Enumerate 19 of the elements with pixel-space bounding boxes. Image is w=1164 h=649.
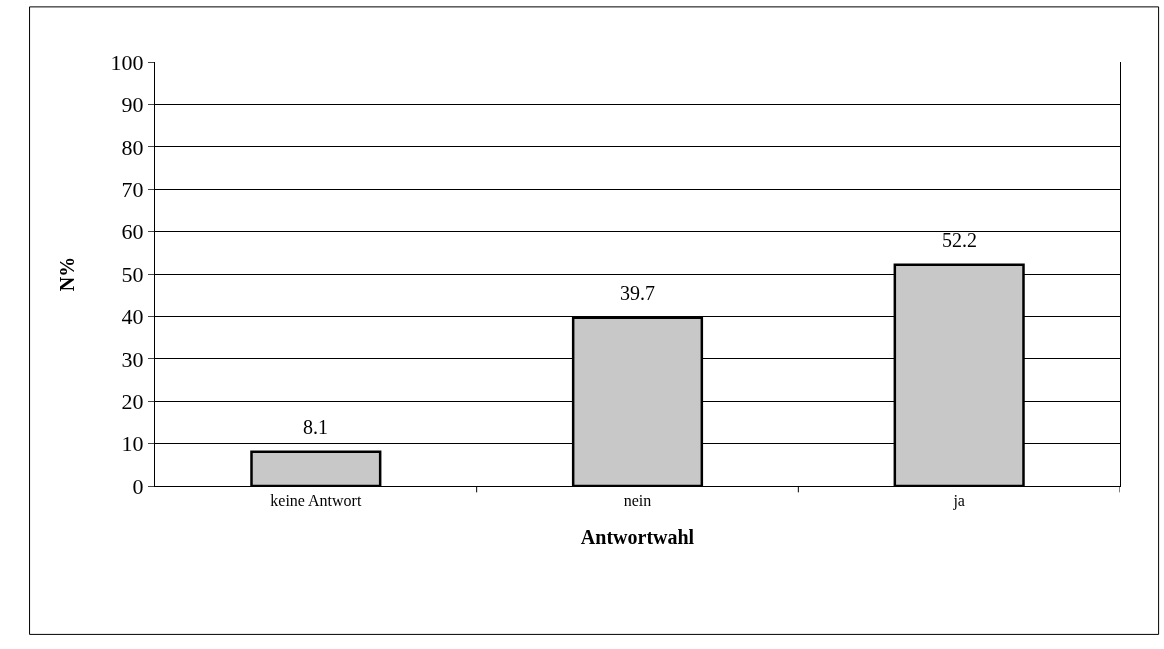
- y-tick-label: 10: [121, 431, 144, 457]
- y-tick-label: 0: [132, 473, 144, 499]
- y-tick-label: 50: [121, 261, 144, 287]
- y-tick-label: 20: [121, 388, 144, 414]
- y-tick-label: 60: [121, 219, 144, 245]
- y-tick-label: 90: [121, 92, 144, 118]
- x-axis-title: Antwortwahl: [580, 525, 695, 548]
- y-tick-label: 30: [121, 346, 144, 372]
- x-tick-label: keine Antwort: [270, 492, 362, 510]
- data-label: 52.2: [942, 229, 977, 251]
- y-tick-label: 70: [121, 176, 144, 202]
- x-tick-label: ja: [952, 492, 965, 511]
- data-label: 39.7: [620, 282, 655, 304]
- x-tick-label: nein: [623, 492, 652, 510]
- y-tick-label: 40: [121, 304, 144, 330]
- y-tick-label: 100: [110, 49, 144, 75]
- y-axis-title: N%: [56, 256, 79, 292]
- y-tick-label: 80: [121, 134, 144, 160]
- data-label: 8.1: [303, 416, 328, 438]
